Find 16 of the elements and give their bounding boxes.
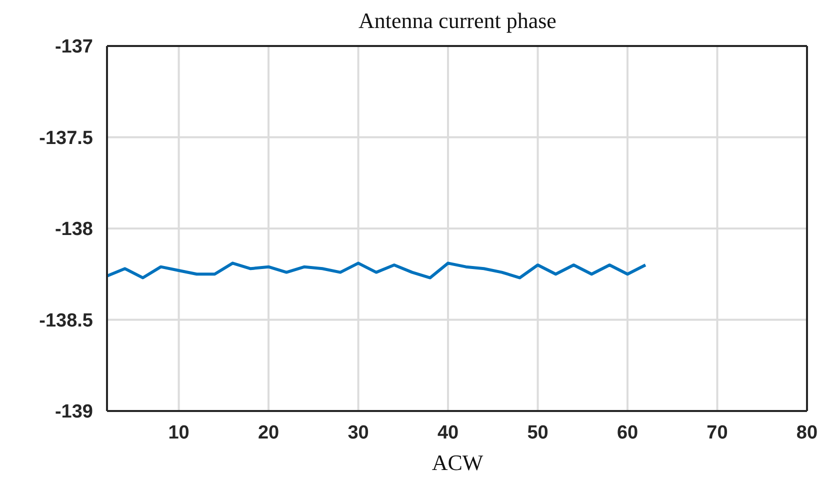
x-tick-label: 20 (258, 422, 280, 444)
x-tick-label: 80 (796, 422, 818, 444)
x-tick-label: 30 (348, 422, 369, 444)
y-tick-label: -139 (54, 402, 93, 423)
x-tick-label: 10 (168, 422, 190, 444)
x-tick-label: 60 (616, 422, 638, 444)
line-series (107, 262, 647, 280)
y-tick-label: -137.5 (39, 128, 94, 149)
x-tick-label: 70 (706, 422, 728, 444)
x-axis-title: ACW (430, 450, 484, 476)
x-tick-label: 50 (527, 422, 548, 444)
chart-title: Antenna current phase (358, 8, 558, 34)
x-tick-label: 40 (437, 422, 459, 444)
y-tick-label: -138 (54, 219, 93, 240)
y-tick-label: -138.5 (39, 310, 94, 332)
y-tick-label: -137 (54, 36, 93, 58)
